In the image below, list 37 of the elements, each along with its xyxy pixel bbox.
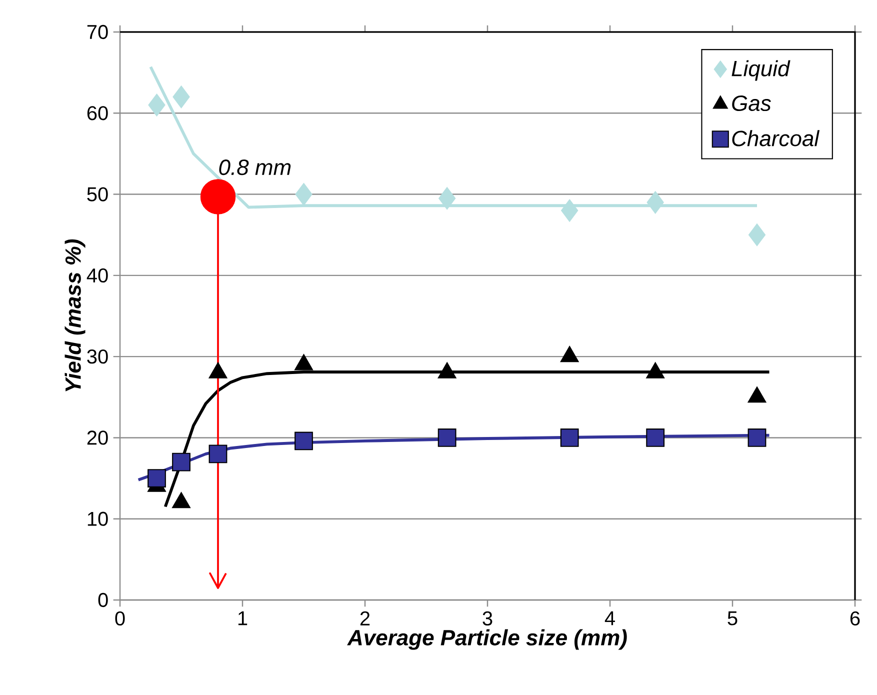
- point: [646, 428, 665, 447]
- x-axis-title: Average Particle size (mm): [347, 629, 627, 650]
- point: [200, 179, 236, 214]
- point: [172, 452, 190, 472]
- point: [560, 428, 579, 447]
- y-tick-label: 50: [87, 187, 108, 202]
- x-tick-label: 4: [604, 611, 615, 626]
- point: [748, 428, 766, 447]
- point: [148, 469, 166, 488]
- legend-label: Gas: [732, 95, 771, 112]
- y-tick-label: 20: [87, 430, 108, 445]
- y-tick-label: 10: [88, 512, 108, 526]
- y-tick-label: 0: [98, 592, 108, 608]
- x-tick-label: 2: [360, 611, 370, 626]
- y-tick-label: 60: [87, 106, 108, 120]
- point: [172, 86, 190, 108]
- y-tick-label: 40: [86, 268, 108, 282]
- point: [748, 224, 766, 246]
- y-tick-label: 70: [87, 24, 108, 40]
- x-tick-label: 3: [482, 611, 492, 626]
- point: [438, 428, 456, 447]
- x-tick-label: 0: [115, 611, 125, 626]
- y-tick-label: 30: [87, 350, 108, 364]
- point: [208, 444, 228, 464]
- point: [294, 432, 313, 450]
- x-tick-label: 5: [728, 611, 738, 626]
- point: [646, 191, 664, 214]
- point: [561, 199, 578, 222]
- x-tick-label: 6: [850, 611, 860, 626]
- point: [148, 94, 166, 116]
- point: [295, 183, 312, 206]
- x-tick-label: 1: [238, 611, 248, 626]
- y-axis-title: Yield (mass %): [64, 239, 86, 392]
- annotation: 0.8 mm: [219, 160, 291, 176]
- legend-label: Liquid: [732, 60, 790, 81]
- point: [438, 187, 456, 210]
- legend-label: Charcoal: [732, 130, 820, 146]
